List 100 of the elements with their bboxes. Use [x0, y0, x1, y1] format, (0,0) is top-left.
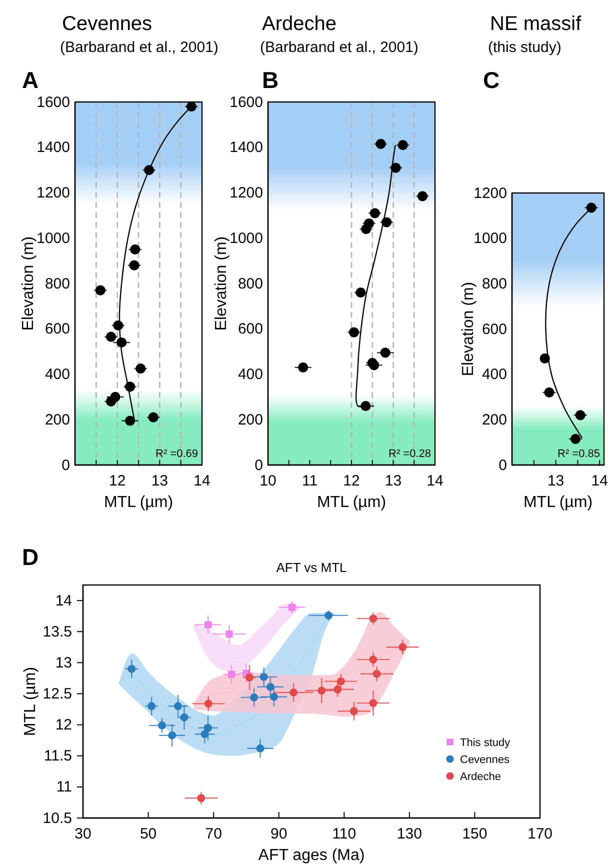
- point: [174, 702, 182, 710]
- point: [398, 643, 407, 652]
- x-tick-label: 14: [426, 472, 444, 490]
- y-tick-label: 1200: [474, 184, 507, 202]
- point: [575, 410, 586, 420]
- annotation: R² =0.28: [388, 448, 431, 460]
- point: [350, 707, 358, 716]
- point: [370, 208, 380, 218]
- point: [250, 693, 258, 702]
- point: [369, 656, 378, 664]
- y-tick-label: 1600: [230, 94, 263, 111]
- x-tick-label: 13: [384, 472, 402, 490]
- point: [334, 685, 342, 694]
- x-tick-label: 150: [462, 826, 488, 843]
- x-axis-title: MTL (µm): [316, 494, 386, 511]
- text: A: [22, 67, 39, 93]
- x-tick-label: 30: [74, 826, 92, 843]
- y-tick-label: 400: [44, 366, 70, 384]
- legend-label: This study: [460, 736, 511, 749]
- point: [260, 672, 268, 681]
- y-tick-label: 1400: [36, 139, 70, 156]
- y-tick-label: 1400: [230, 139, 263, 156]
- point: [158, 721, 166, 730]
- point: [129, 260, 140, 270]
- y-tick-label: 800: [482, 275, 507, 292]
- point: [130, 244, 140, 255]
- point: [336, 677, 345, 686]
- x-axis-title: MTL (µm): [104, 494, 174, 511]
- y-tick-label: 13: [55, 654, 72, 672]
- point: [417, 191, 428, 202]
- point: [256, 744, 264, 752]
- point: [200, 730, 209, 738]
- x-tick-label: 14: [591, 472, 608, 490]
- point: [116, 337, 127, 348]
- y-tick-label: 13.5: [42, 623, 72, 640]
- point: [124, 382, 136, 392]
- point: [369, 614, 378, 623]
- x-tick-label: 50: [140, 826, 157, 843]
- point: [106, 396, 116, 407]
- y-tick-label: 0: [498, 456, 507, 474]
- x-axis-title: AFT ages (Ma): [258, 847, 365, 864]
- chart-title: Ardeche: [262, 13, 336, 35]
- point: [128, 664, 136, 673]
- y-tick-label: 12.5: [42, 686, 72, 703]
- x-tick-label: 70: [205, 826, 222, 843]
- legend-label: Cevennes: [460, 754, 510, 766]
- x-tick-label: 12: [108, 472, 126, 490]
- point: [180, 713, 188, 722]
- x-tick-label: 130: [396, 826, 422, 843]
- point: [290, 688, 298, 696]
- point: [148, 702, 156, 710]
- point: [136, 364, 146, 374]
- point: [144, 165, 154, 176]
- y-tick-label: 1000: [474, 230, 507, 248]
- y-tick-label: 600: [44, 320, 70, 338]
- point: [298, 362, 308, 372]
- y-tick-label: 800: [238, 275, 263, 292]
- y-tick-label: 200: [482, 411, 507, 428]
- chart-subtitle: (Barbarand et al., 2001): [60, 39, 218, 56]
- y-tick-label: 1000: [230, 230, 263, 247]
- x-tick-label: 12: [343, 472, 360, 490]
- point: [226, 630, 233, 638]
- y-axis-title: Elevation (m): [460, 282, 478, 376]
- point: [148, 412, 158, 422]
- chart-subtitle: (this study): [488, 39, 562, 56]
- x-tick-label: 10: [260, 472, 276, 490]
- point: [544, 387, 554, 398]
- point: [168, 731, 176, 740]
- y-tick-label: 1000: [36, 230, 70, 247]
- point: [586, 202, 596, 213]
- point: [372, 670, 381, 678]
- point: [204, 700, 212, 708]
- text: C: [483, 67, 500, 93]
- y-axis-title: MTL (µm): [22, 666, 40, 736]
- text: D: [22, 544, 39, 570]
- y-tick-label: 0: [254, 456, 263, 474]
- point: [356, 288, 366, 298]
- point: [95, 285, 106, 296]
- y-axis-title: Elevation (m): [213, 236, 230, 331]
- point: [390, 162, 401, 173]
- y-tick-label: 0: [62, 456, 70, 474]
- x-tick-label: 90: [270, 826, 288, 843]
- y-tick-label: 1200: [36, 184, 70, 202]
- y-tick-label: 1600: [36, 94, 70, 111]
- x-tick-label: 14: [194, 472, 210, 490]
- y-tick-label: 600: [482, 320, 507, 338]
- y-tick-label: 800: [44, 275, 70, 292]
- y-tick-label: 200: [238, 411, 263, 428]
- point: [186, 102, 196, 112]
- point: [270, 692, 278, 701]
- chart-title: Cevennes: [62, 13, 152, 35]
- point: [124, 416, 136, 426]
- y-tick-label: 600: [238, 320, 263, 338]
- point: [369, 699, 378, 708]
- y-tick-label: 1200: [230, 184, 263, 202]
- point: [197, 794, 206, 802]
- point: [348, 327, 360, 338]
- x-axis-title: MTL (µm): [523, 494, 593, 511]
- legend-label: Ardeche: [460, 770, 501, 783]
- point: [376, 138, 386, 150]
